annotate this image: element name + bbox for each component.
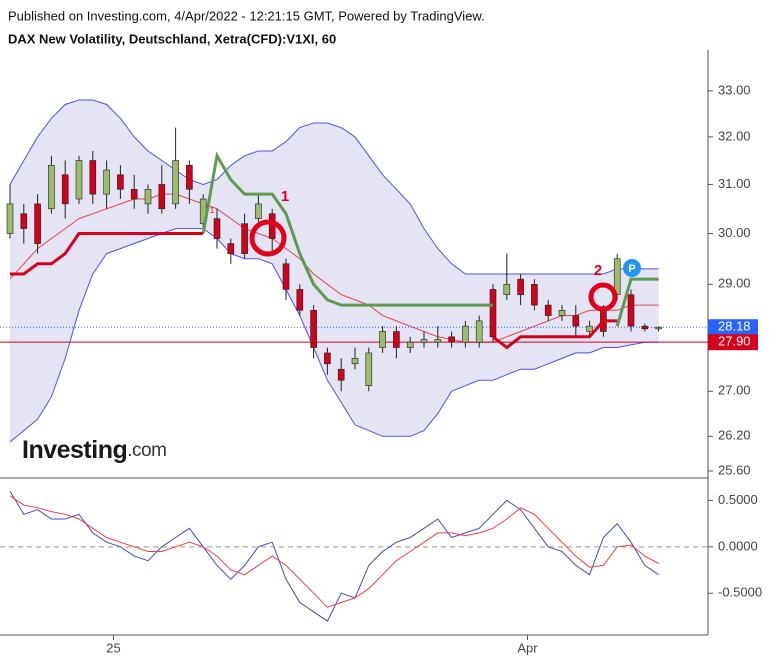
candle-body [517,278,524,295]
logo: Investing.com [22,436,166,464]
candle-body [144,188,152,205]
candle-body [172,160,179,205]
candle-body [365,352,373,387]
candle-body [475,320,483,343]
candle-body [434,339,442,343]
chart-title: DAX New Volatility, Deutschland, Xetra(C… [8,31,336,46]
highlight-circle [588,282,618,312]
annotation: P [628,263,635,275]
y-tick-label: 31.00 [718,176,751,191]
candle-body [296,289,304,311]
candle-body [130,188,138,200]
candle-body [213,218,221,239]
candle-body [310,310,317,348]
y-tick-label: -0.5000 [718,585,762,600]
y-tick-label: 32.00 [718,128,751,143]
y-tick-label: 0.5000 [718,492,758,507]
bollinger-band-fill [10,99,659,443]
candle-body [282,263,290,290]
candle-body [268,213,276,239]
candle-body [117,174,124,190]
candle-body [448,336,455,343]
candle-body [255,203,262,219]
signal-line [201,151,659,327]
x-tick-label: 25 [106,640,120,655]
candle-body [627,294,635,327]
candle-body [351,358,359,365]
highlight-circle [249,219,287,257]
candle-body [75,160,83,200]
oscillator-line [9,495,659,608]
x-tick-label: Apr [517,640,538,655]
candle-body [406,341,414,348]
candle-body [186,164,193,190]
candle-body [655,326,662,330]
logo-word: Investing [22,436,127,464]
candle-body [324,352,331,365]
candle-body [241,223,248,254]
candle-body [462,325,469,343]
candle-body [503,283,511,295]
y-tick-label: 33.00 [718,82,751,97]
candle-body [103,169,110,195]
candle-body [34,203,41,244]
candle-body [227,243,235,254]
candle-body [489,289,497,338]
y-tick-label: 27.00 [718,383,751,398]
candle-body [48,164,55,210]
price-badge-label: 28.18 [718,319,751,334]
candle-body [531,283,538,306]
logo-suffix: .com [127,440,166,461]
candle-body [586,325,593,332]
oscillator-line [9,490,659,622]
published-note: Published on Investing.com, 4/Apr/2022 -… [8,8,485,23]
annotation: 1 [281,188,289,205]
price-badge-label: 27.90 [718,334,751,349]
candle-body [158,184,166,210]
p-badge [623,259,641,277]
y-tick-label: 26.20 [718,428,751,443]
indicator-line [9,99,659,275]
y-tick-label: 0.0000 [718,538,758,553]
indicator-line [9,228,659,443]
candle-body [337,368,345,381]
indicator-line [9,193,659,343]
candle-body [544,304,552,316]
y-tick-label: 29.00 [718,276,751,291]
y-tick-label: 25.60 [718,462,751,477]
candle-body [6,203,14,234]
signal-line [10,232,618,350]
candle-body [558,310,566,316]
price-badge [708,334,758,351]
candle-body [572,315,580,327]
annotation: 2 [594,262,602,279]
annotation: 1 [210,206,215,215]
y-tick-label: 30.00 [718,225,751,240]
candle-body [20,213,28,229]
price-badge [708,319,758,336]
candle-body [641,325,649,330]
candle-body [420,339,428,343]
candle-body [89,160,97,195]
candle-body [61,174,69,205]
plot-area [0,99,708,443]
candle-body [393,331,400,348]
candle-body [379,331,386,348]
